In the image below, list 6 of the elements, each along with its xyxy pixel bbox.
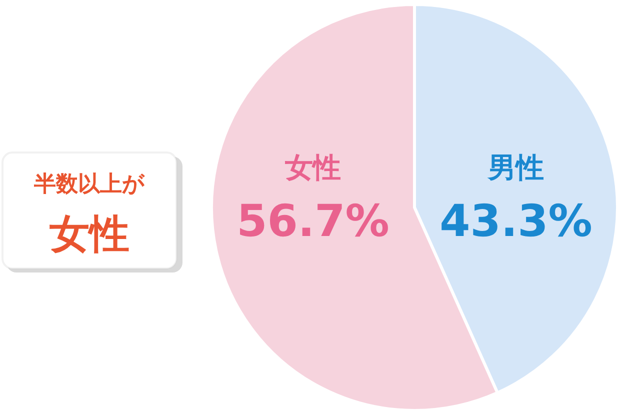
slice-label: 女性	[284, 151, 341, 184]
data-label: 43.3%	[440, 196, 592, 247]
slice-label: 男性	[487, 151, 544, 184]
data-label: 56.7%	[236, 196, 390, 247]
text: 女性	[50, 212, 130, 258]
text: 半数以上が	[33, 172, 145, 197]
